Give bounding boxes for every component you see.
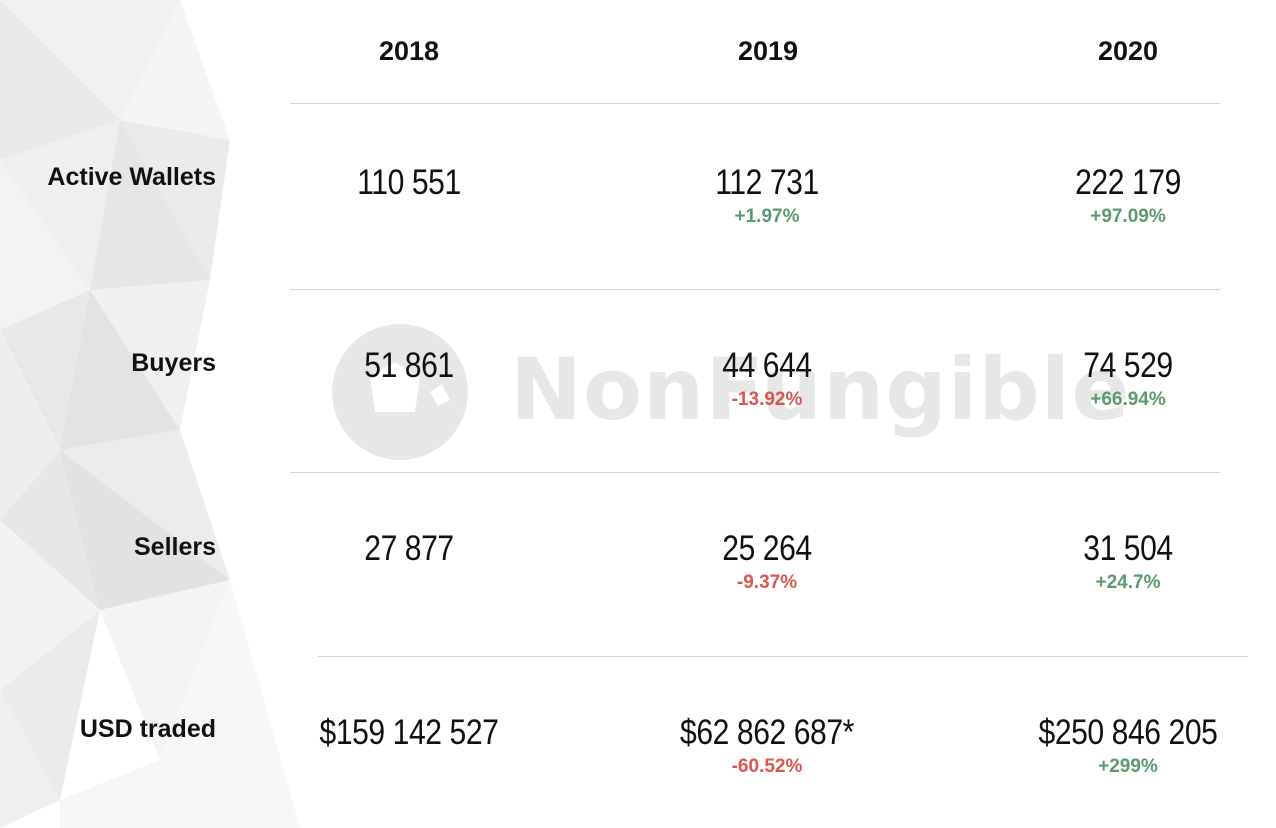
active-wallets-2019: 112 731 +1.97%	[617, 163, 917, 229]
sellers-2019: 25 264 -9.37%	[617, 529, 917, 595]
change-badge: +24.7%	[1095, 572, 1161, 593]
usd-traded-2019: $62 862 687* -60.52%	[617, 713, 917, 779]
nonfungible-watermark: NonFungible	[330, 322, 1130, 462]
metric-value: 110 551	[357, 163, 461, 202]
active-wallets-2018: 110 551	[259, 163, 559, 203]
change-badge: -13.92%	[731, 389, 803, 410]
nonfungible-logo-icon	[332, 324, 468, 460]
usd-traded-2018: $159 142 527	[259, 713, 559, 753]
active-wallets-2020: 222 179 +97.09%	[978, 163, 1276, 229]
change-badge: +299%	[1098, 756, 1158, 777]
buyers-2018: 51 861	[259, 346, 559, 386]
change-badge: +97.09%	[1090, 206, 1166, 227]
year-header-2020: 2020	[1097, 36, 1159, 66]
metric-value: 74 529	[1083, 346, 1173, 385]
sellers-2020: 31 504 +24.7%	[978, 529, 1276, 595]
metric-value: 51 861	[364, 346, 454, 385]
change-badge: +66.94%	[1090, 389, 1166, 410]
year-header-2019: 2019	[737, 36, 799, 66]
row-divider	[290, 289, 1220, 290]
metric-value: $250 846 205	[1038, 713, 1218, 752]
change-badge: +1.97%	[734, 206, 800, 227]
row-divider	[318, 656, 1248, 657]
buyers-2019: 44 644 -13.92%	[617, 346, 917, 412]
metric-value: 44 644	[722, 346, 812, 385]
usd-traded-2020: $250 846 205 +299%	[978, 713, 1276, 779]
metric-value: $159 142 527	[319, 713, 499, 752]
row-label-buyers: Buyers	[131, 349, 216, 377]
change-badge: -60.52%	[731, 756, 803, 777]
metric-value: 27 877	[364, 529, 454, 568]
watermark-text: NonFungible	[510, 340, 1131, 440]
header-divider	[290, 103, 1220, 104]
sellers-2018: 27 877	[259, 529, 559, 569]
buyers-2020: 74 529 +66.94%	[978, 346, 1276, 412]
row-label-active-wallets: Active Wallets	[47, 163, 216, 191]
metric-value: 25 264	[722, 529, 812, 568]
metric-value: 31 504	[1083, 529, 1173, 568]
row-label-usd-traded: USD traded	[79, 715, 216, 743]
change-badge: -9.37%	[736, 572, 798, 593]
metric-value: 222 179	[1075, 163, 1181, 202]
metric-value: 112 731	[715, 163, 819, 202]
year-header-2018: 2018	[378, 36, 440, 66]
row-label-sellers: Sellers	[133, 533, 216, 561]
row-divider	[290, 472, 1220, 473]
metric-value: $62 862 687*	[680, 713, 854, 752]
